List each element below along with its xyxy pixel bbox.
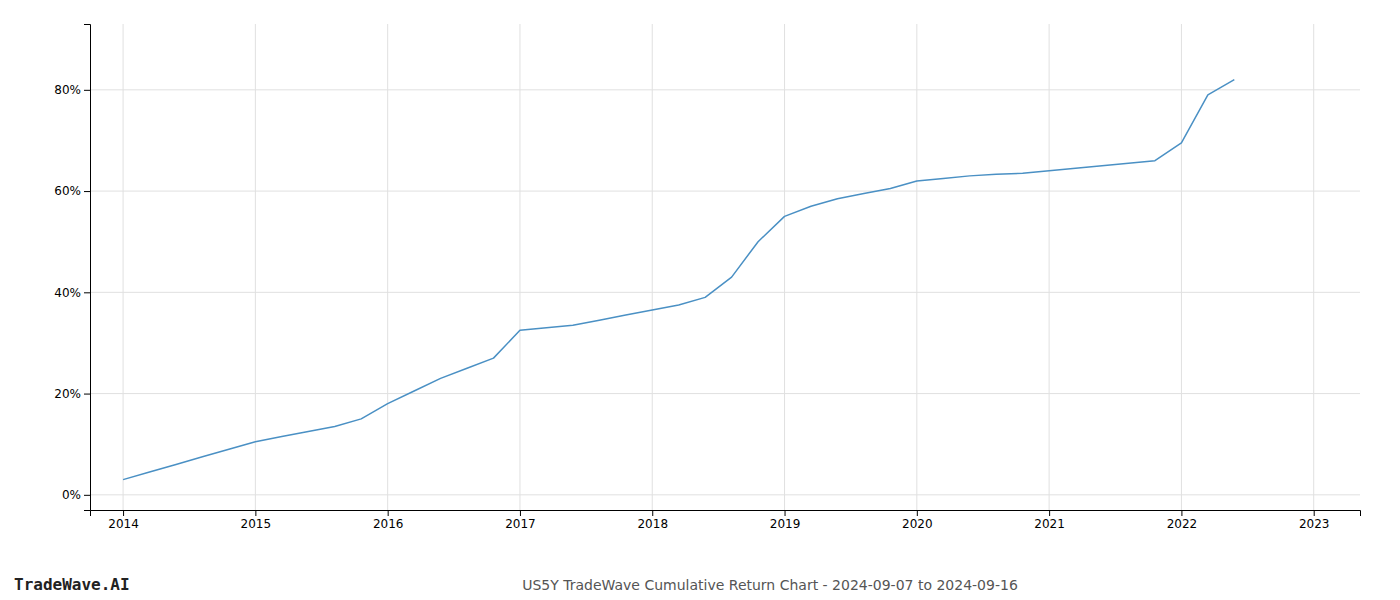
grid-line-x [255, 24, 256, 510]
grid-line-y [90, 89, 1360, 90]
x-tick-label: 2019 [770, 517, 801, 531]
x-tick-mark [917, 510, 918, 516]
plot: 2014 2015 2016 2017 2018 2019 2020 2021 2022 2023… [54, 24, 1360, 531]
watermark: TradeWave.AI [14, 575, 130, 594]
x-tick-label: 2018 [637, 517, 668, 531]
x-tick: 2022 [1167, 510, 1198, 531]
y-tick: 40% [54, 286, 90, 300]
grid-line-x [387, 24, 388, 510]
chart: 2014 2015 2016 2017 2018 2019 2020 2021 2022 2023… [0, 0, 1400, 600]
x-tick-mark [1314, 510, 1315, 516]
grid-line-y [90, 191, 1360, 192]
y-tick-mark [84, 90, 90, 91]
y-axis-line [84, 25, 91, 511]
x-tick: 2014 [108, 510, 139, 531]
grid-line-y [90, 393, 1360, 394]
y-tick-mark [84, 292, 90, 293]
grid-line-x [916, 24, 917, 510]
grid-line-y [90, 292, 1360, 293]
x-tick: 2023 [1299, 510, 1330, 531]
x-tick: 2017 [505, 510, 536, 531]
x-tick-mark [520, 510, 521, 516]
grid-line-x [1313, 24, 1314, 510]
y-tick-label: 40% [54, 286, 81, 300]
x-tick-mark [652, 510, 653, 516]
grid-line-x [519, 24, 520, 510]
y-tick-mark [84, 495, 90, 496]
x-tick-mark [785, 510, 786, 516]
y-tick-label: 0% [62, 488, 81, 502]
x-tick-label: 2014 [108, 517, 139, 531]
x-tick: 2016 [373, 510, 404, 531]
x-tick-mark [1049, 510, 1050, 516]
x-axis-line [91, 511, 1361, 517]
y-tick: 60% [54, 184, 90, 198]
series [123, 80, 1234, 480]
y-tick: 0% [62, 488, 90, 502]
y-tick: 80% [54, 83, 90, 97]
line [123, 80, 1234, 480]
grid [90, 24, 1360, 510]
title: US5Y TradeWave Cumulative Return Chart -… [522, 577, 1018, 593]
y-tick-mark [84, 191, 90, 192]
grid-line-x [784, 24, 785, 510]
x-tick-label: 2015 [241, 517, 272, 531]
x-tick: 2019 [770, 510, 801, 531]
x-tick-label: 2017 [505, 517, 536, 531]
x-tick-label: 2022 [1167, 517, 1198, 531]
x-tick-mark [123, 510, 124, 516]
grid-line-x [123, 24, 124, 510]
x-tick-mark [1181, 510, 1182, 516]
x-axis: 2014 2015 2016 2017 2018 2019 2020 2021 2022 2023 [91, 510, 1361, 531]
y-tick-mark [84, 394, 90, 395]
x-tick-mark [388, 510, 389, 516]
x-tick-label: 2023 [1299, 517, 1330, 531]
x-tick: 2020 [902, 510, 933, 531]
x-tick: 2021 [1034, 510, 1065, 531]
x-tick-label: 2021 [1034, 517, 1065, 531]
y-tick-label: 20% [54, 387, 81, 401]
x-tick-label: 2020 [902, 517, 933, 531]
x-tick-label: 2016 [373, 517, 404, 531]
x-tick: 2015 [241, 510, 272, 531]
grid-line-x [1049, 24, 1050, 510]
grid-line-y [90, 494, 1360, 495]
x-tick-mark [255, 510, 256, 516]
grid-line-x [1181, 24, 1182, 510]
y-tick-label: 60% [54, 184, 81, 198]
y-tick-label: 80% [54, 83, 81, 97]
y-tick: 20% [54, 387, 90, 401]
y-axis: 0% 20% 40% 60% 80% [54, 25, 90, 511]
x-tick: 2018 [637, 510, 668, 531]
grid-line-x [652, 24, 653, 510]
